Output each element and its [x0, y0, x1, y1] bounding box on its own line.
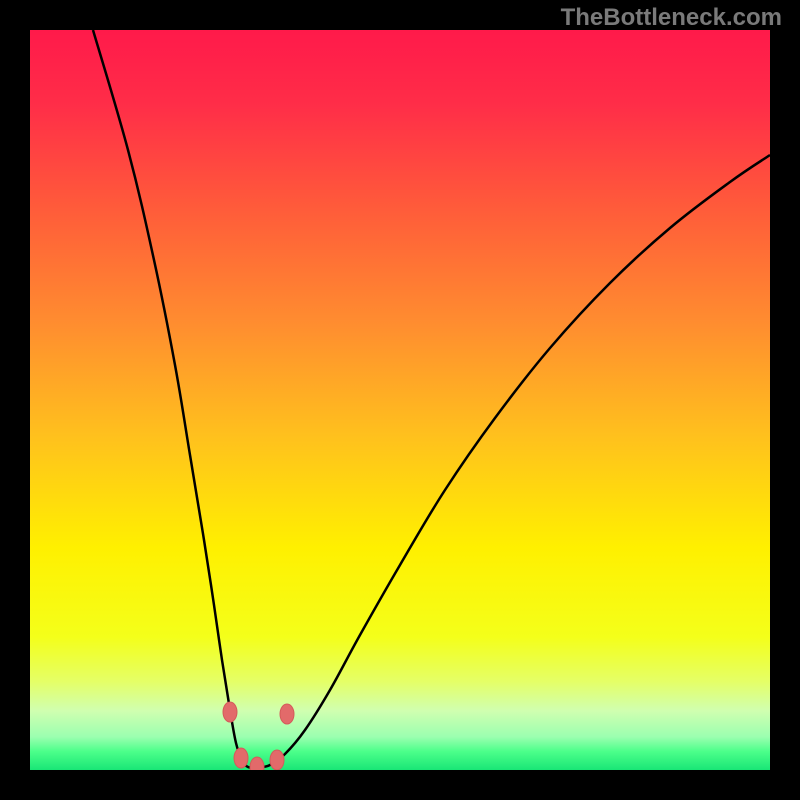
- bottleneck-chart: [30, 30, 770, 770]
- curve-marker: [223, 702, 237, 722]
- watermark-label: TheBottleneck.com: [561, 4, 782, 32]
- curve-marker: [280, 704, 294, 724]
- curve-marker: [270, 750, 284, 770]
- gradient-background: [30, 30, 770, 770]
- curve-marker: [234, 748, 248, 768]
- chart-container: TheBottleneck.com: [0, 0, 800, 800]
